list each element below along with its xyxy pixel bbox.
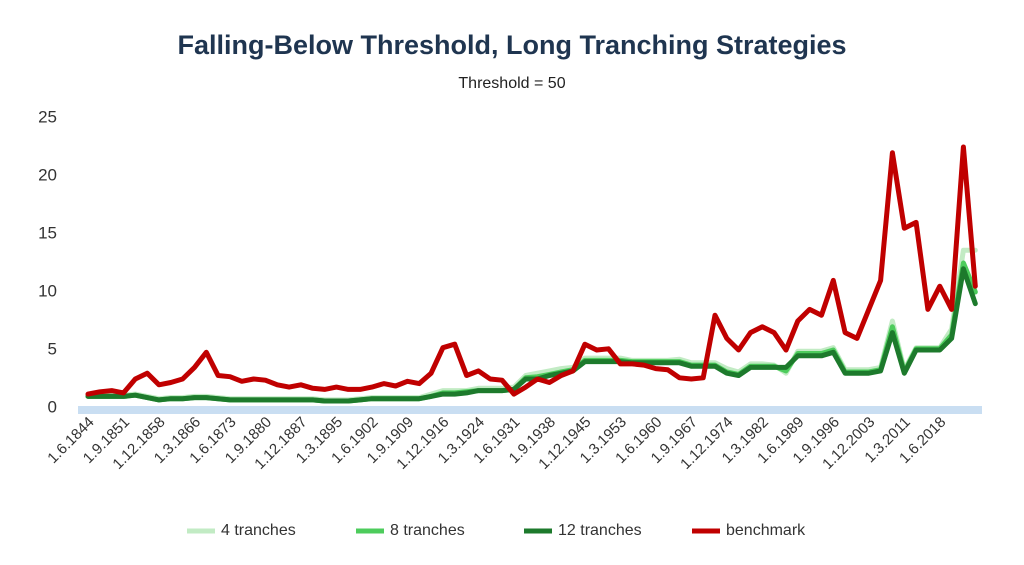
y-tick-label: 25 [38,107,57,126]
series-line [85,144,978,397]
legend-label: 4 tranches [221,522,296,539]
x-axis-band [78,406,982,414]
chart-title: Falling-Below Threshold, Long Tranching … [177,30,846,60]
y-tick-label: 15 [38,223,57,242]
legend-label: 8 tranches [390,522,465,539]
legend-label: benchmark [726,522,806,539]
series-line [85,266,978,404]
y-tick-label: 10 [38,281,57,300]
chart-subtitle: Threshold = 50 [458,75,565,92]
y-tick-label: 5 [48,339,57,358]
y-tick-label: 0 [48,397,57,416]
legend-label: 12 tranches [558,522,642,539]
y-tick-label: 20 [38,165,57,184]
